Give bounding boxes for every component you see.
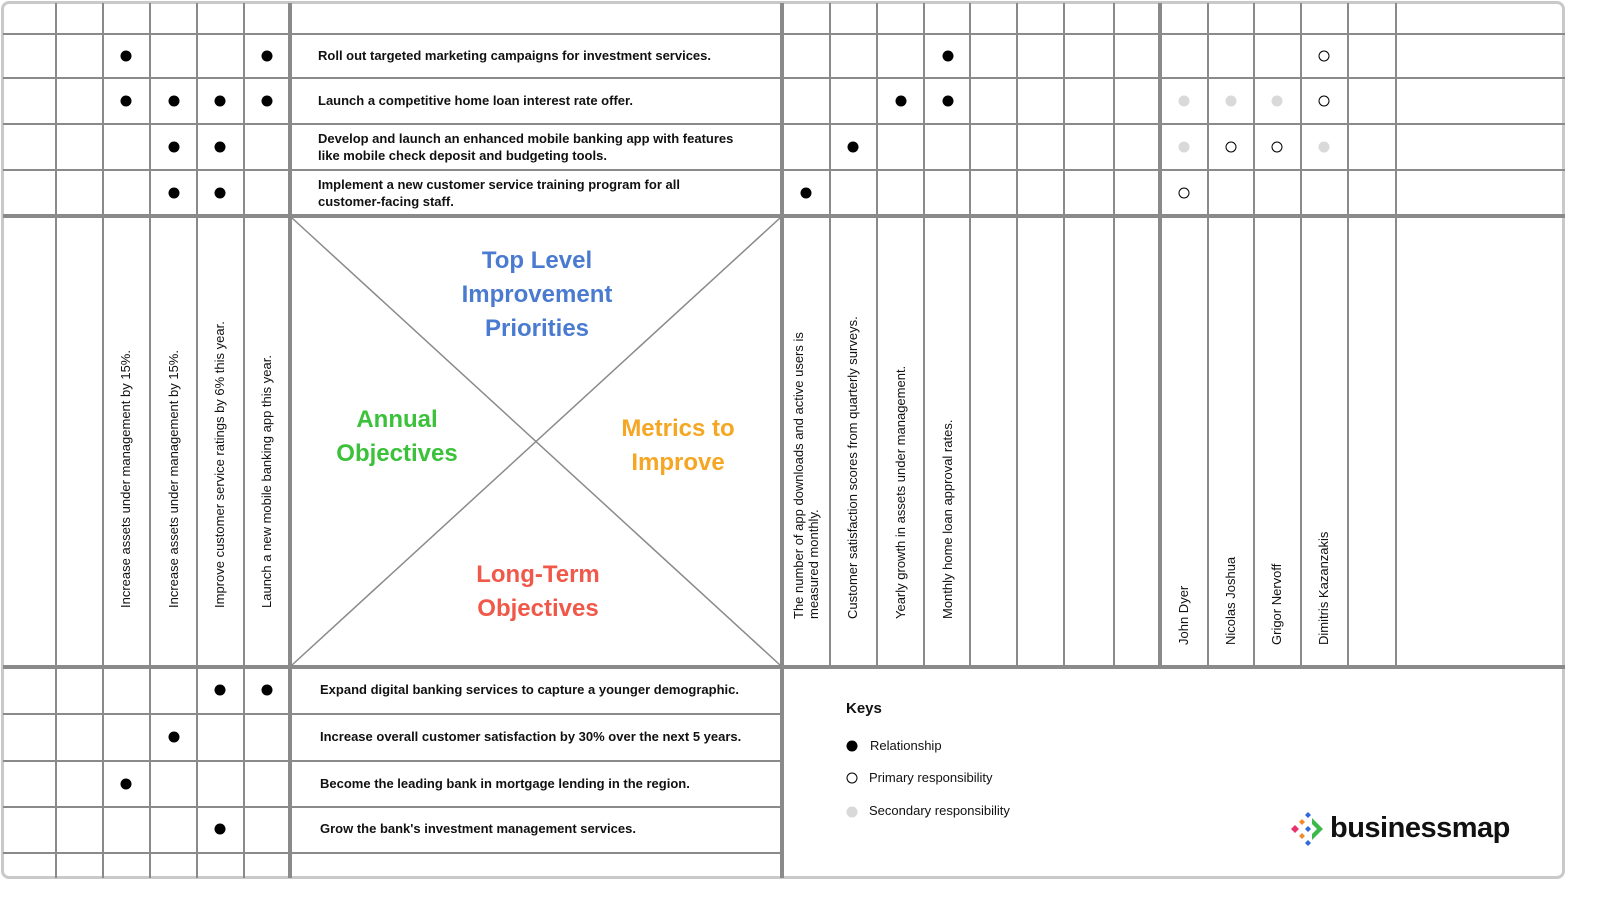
businessmap-logo-icon <box>1291 812 1323 846</box>
key-secondary-dot <box>846 806 858 818</box>
relationship-dot <box>214 95 226 107</box>
relationship-dot <box>214 141 226 153</box>
secondary-responsibility-dot <box>1225 95 1237 107</box>
relationship-dot <box>261 684 273 696</box>
primary-responsibility-dot <box>1318 50 1330 62</box>
relationship-dot <box>214 187 226 199</box>
primary-responsibility-dot <box>1178 187 1190 199</box>
priority-text: Launch a competitive home loan interest … <box>318 93 633 108</box>
diagonal-line <box>291 217 781 666</box>
person-name-label: Nicolas Joshua <box>1223 556 1238 645</box>
quadrant-right-label: Metrics to Improve <box>621 415 735 476</box>
relationship-dot <box>847 141 859 153</box>
person-name-label: Grigor Nervoff <box>1269 563 1284 645</box>
businessmap-logo: businessmap <box>1286 810 1516 852</box>
relationship-dot <box>895 95 907 107</box>
person-name-label: John Dyer <box>1176 585 1191 645</box>
key-relationship-dot <box>846 740 858 752</box>
long-term-objective-text: Become the leading bank in mortgage lend… <box>320 776 690 791</box>
annual-objective-label: Launch a new mobile banking app this yea… <box>259 355 274 608</box>
annual-objective-label: Increase assets under management by 15%. <box>118 350 133 608</box>
relationship-dot <box>168 731 180 743</box>
relationship-dot <box>214 684 226 696</box>
relationship-dot <box>261 95 273 107</box>
relationship-dot <box>120 778 132 790</box>
long-term-objective-text: Expand digital banking services to captu… <box>320 682 739 697</box>
relationship-dot <box>120 95 132 107</box>
primary-responsibility-dot <box>1271 141 1283 153</box>
key-secondary-label: Secondary responsibility <box>869 803 1010 818</box>
priority-text: Develop and launch an enhanced mobile ba… <box>318 131 734 163</box>
key-primary-dot <box>846 772 858 784</box>
primary-responsibility-dot <box>1225 141 1237 153</box>
quadrant-left-label: Annual Objectives <box>336 406 458 467</box>
secondary-responsibility-dot <box>1178 141 1190 153</box>
metric-label: Yearly growth in assets under management… <box>893 365 908 619</box>
primary-responsibility-dot <box>1318 95 1330 107</box>
secondary-responsibility-dot <box>1318 141 1330 153</box>
long-term-objective-text: Increase overall customer satisfaction b… <box>320 729 742 744</box>
secondary-responsibility-dot <box>1178 95 1190 107</box>
key-primary-label: Primary responsibility <box>869 770 993 785</box>
metric-label: Customer satisfaction scores from quarte… <box>845 316 860 619</box>
quadrant-bottom-label: Long-Term Objectives <box>476 561 600 622</box>
metric-label: The number of app downloads and active u… <box>791 332 821 619</box>
priority-text: Roll out targeted marketing campaigns fo… <box>318 48 712 63</box>
businessmap-logo-text: businessmap <box>1330 812 1510 844</box>
relationship-dot <box>942 95 954 107</box>
key-relationship-label: Relationship <box>870 738 942 753</box>
long-term-objective-text: Grow the bank's investment management se… <box>320 821 636 836</box>
relationship-dot <box>214 823 226 835</box>
priority-text: Implement a new customer service trainin… <box>318 177 680 209</box>
annual-objective-label: Improve customer service ratings by 6% t… <box>212 321 227 608</box>
relationship-dot <box>120 50 132 62</box>
relationship-dot <box>942 50 954 62</box>
annual-objective-label: Increase assets under management by 15%. <box>166 350 181 608</box>
metric-label: Monthly home loan approval rates. <box>940 419 955 619</box>
relationship-dot <box>168 187 180 199</box>
relationship-dot <box>261 50 273 62</box>
secondary-responsibility-dot <box>1271 95 1283 107</box>
keys-title: Keys <box>846 700 882 717</box>
relationship-dot <box>800 187 812 199</box>
relationship-dot <box>168 141 180 153</box>
relationship-dot <box>168 95 180 107</box>
quadrant-top-label: Top Level Improvement Priorities <box>461 247 613 342</box>
person-name-label: Dimitris Kazanzakis <box>1316 531 1331 645</box>
